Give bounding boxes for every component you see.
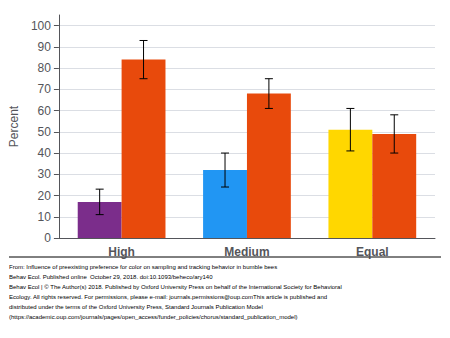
svg-text:High: High (108, 245, 135, 259)
svg-text:Behav Ecol. Published online: Behav Ecol. Published online October 29,… (9, 274, 213, 280)
svg-text:Equal: Equal (356, 245, 389, 259)
svg-text:Ecology. All rights reserved.: Ecology. All rights reserved. For permis… (9, 294, 327, 300)
svg-text:distributed under the terms of: distributed under the terms of the Oxfor… (9, 304, 263, 310)
svg-text:50: 50 (38, 125, 52, 139)
svg-text:10: 10 (38, 210, 52, 224)
svg-text:Behav Ecol | © The Author(s) 2: Behav Ecol | © The Author(s) 2018. Publi… (9, 284, 342, 290)
svg-text:From: Influence of preexisting: From: Influence of preexisting preferenc… (9, 264, 277, 270)
svg-text:100: 100 (31, 19, 51, 33)
svg-text:90: 90 (38, 40, 52, 54)
svg-text:70: 70 (38, 82, 52, 96)
svg-text:(https://academic.oup.com/jour: (https://academic.oup.com/journals/pages… (9, 314, 298, 320)
svg-text:Percent: Percent (7, 105, 21, 147)
svg-text:80: 80 (38, 61, 52, 75)
svg-text:20: 20 (38, 189, 52, 203)
svg-text:40: 40 (38, 146, 52, 160)
svg-text:Medium: Medium (224, 245, 269, 259)
svg-text:60: 60 (38, 104, 52, 118)
svg-text:0: 0 (44, 231, 51, 245)
svg-text:30: 30 (38, 167, 52, 181)
